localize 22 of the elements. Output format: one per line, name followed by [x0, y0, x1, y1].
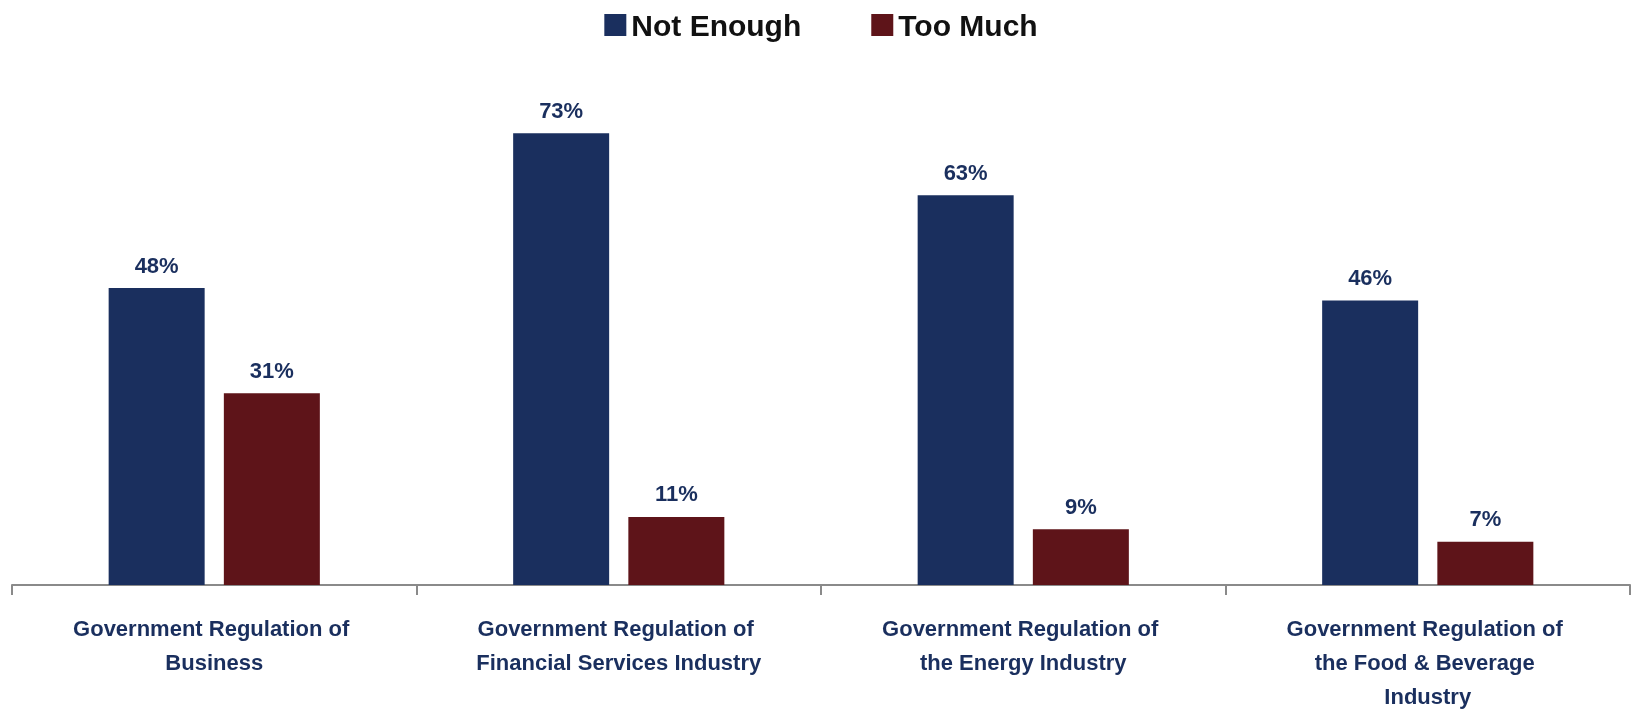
data-label: 73%: [539, 97, 584, 123]
x-tick-label: Government Regulation of the Food & Beverage Industry: [1286, 615, 1569, 709]
data-label: 46%: [1348, 264, 1393, 290]
data-label: 7%: [1469, 506, 1502, 532]
bar: [628, 516, 725, 585]
data-label: 63%: [943, 159, 988, 185]
data-label: 31%: [249, 357, 294, 383]
legend-label: Too Much: [898, 8, 1038, 42]
bar: [1032, 529, 1129, 585]
bar: [513, 133, 610, 585]
bar: [1437, 541, 1534, 585]
legend-label: Not Enough: [631, 8, 802, 42]
x-tick-label: Government Regulation of Business: [73, 615, 356, 675]
data-label: 11%: [654, 481, 698, 507]
x-tick-label: Government Regulation of the Energy Industry: [882, 615, 1165, 675]
bar: [108, 288, 205, 585]
x-tick-label: Government Regulation of Financial Services Industry: [476, 615, 762, 675]
data-label: 48%: [134, 252, 179, 278]
data-label: 9%: [1064, 493, 1097, 519]
bar: [223, 393, 320, 585]
bar: [917, 195, 1014, 585]
bar: [1322, 300, 1419, 585]
